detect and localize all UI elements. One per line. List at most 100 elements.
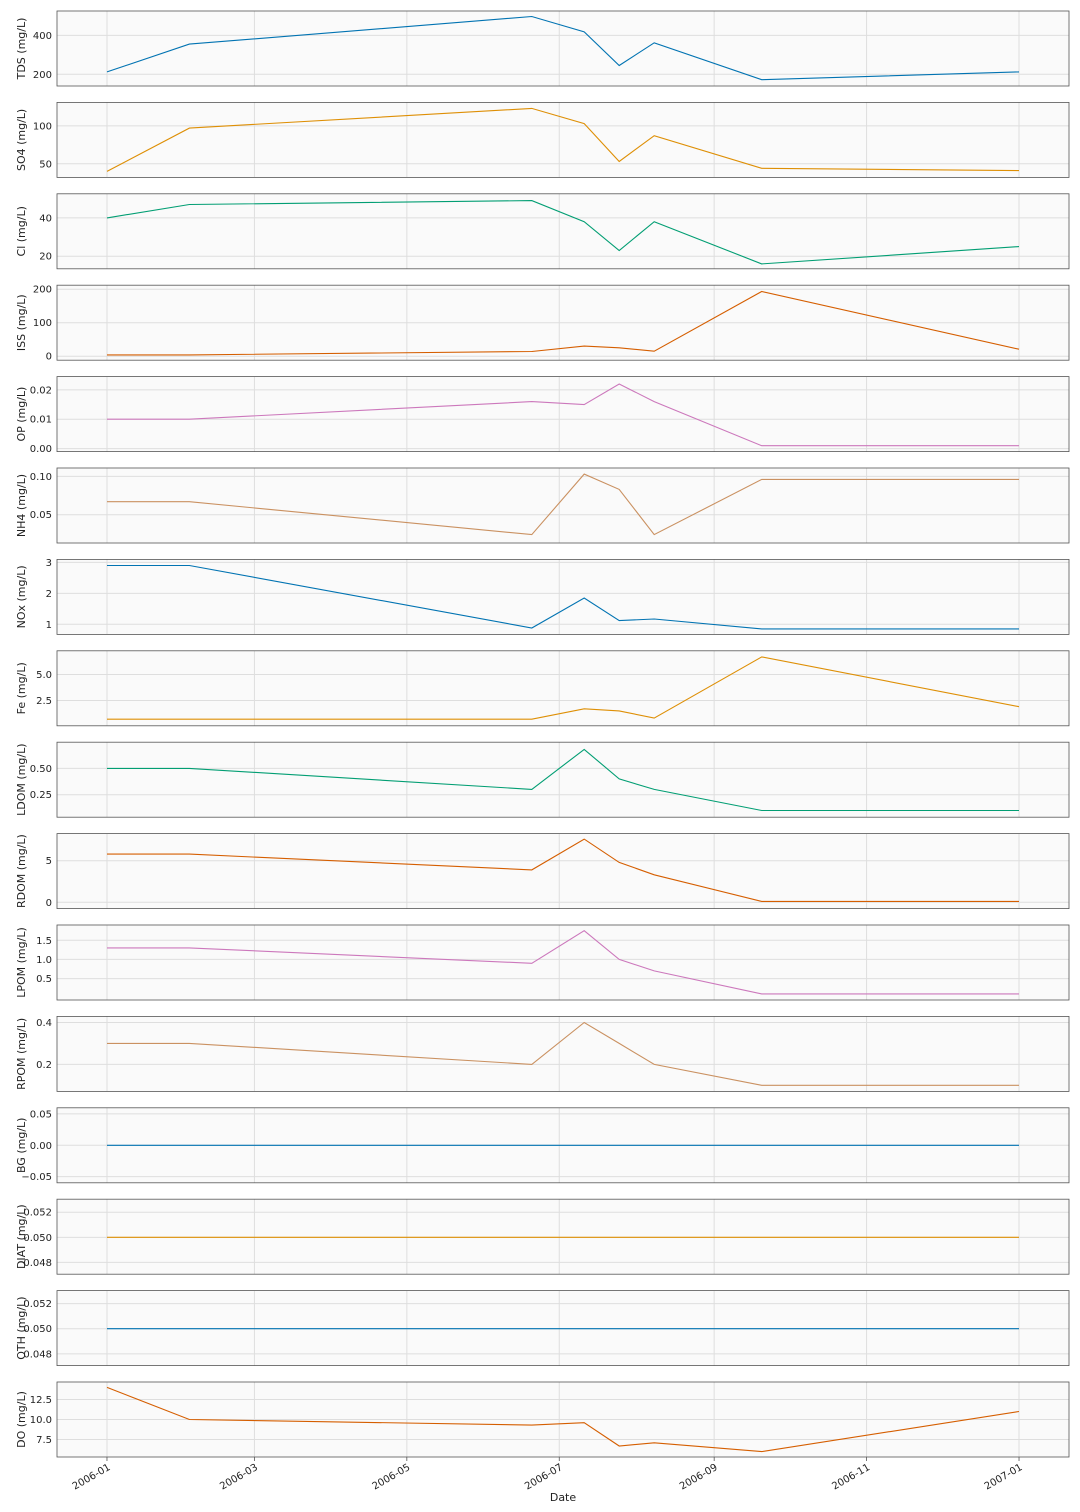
y-tick-label: 1.5 xyxy=(36,936,52,947)
y-tick-label: 7.5 xyxy=(36,1435,52,1446)
shared-x-axis: 2006-01 2006-03 2006-05 2006-07 2006-09 2006-… xyxy=(71,1457,1025,1504)
y-tick-label: 5 xyxy=(46,856,52,867)
panel-rdom: 0 5 RDOM (mg/L) xyxy=(15,833,1070,909)
y-tick-label: 0 xyxy=(46,898,52,909)
y-axis-label: BG (mg/L) xyxy=(15,1118,28,1174)
y-tick-label: −0.05 xyxy=(21,1172,52,1183)
y-axis-label: DO (mg/L) xyxy=(15,1391,28,1448)
panel-frame xyxy=(56,284,1070,361)
y-tick-label: 0.25 xyxy=(30,790,52,801)
y-tick-label: 0.00 xyxy=(30,444,52,455)
panel-frame xyxy=(56,10,1070,87)
plot-area xyxy=(57,925,1069,1000)
series-line-cl xyxy=(106,200,1020,265)
plot-area xyxy=(57,193,1069,269)
y-tick-label: 0.10 xyxy=(30,472,52,483)
y-tick-label: 2.5 xyxy=(36,696,52,707)
y-tick-label: 2 xyxy=(46,589,52,600)
panel-fe: 2.5 5.0 Fe (mg/L) xyxy=(15,650,1070,727)
y-axis-label: Fe (mg/L) xyxy=(15,662,28,714)
plot-area xyxy=(57,1290,1069,1366)
plot-area xyxy=(57,742,1069,818)
panel-frame xyxy=(56,1290,1070,1366)
y-axis-label: OP (mg/L) xyxy=(15,387,28,442)
y-tick-label: 40 xyxy=(39,213,52,224)
series-line-do xyxy=(106,1386,1020,1453)
y-tick-label: 0.050 xyxy=(23,1233,52,1244)
panel-rpom: 0.2 0.4 RPOM (mg/L) xyxy=(15,1016,1070,1092)
y-axis-label: NH4 (mg/L) xyxy=(15,474,28,537)
panel-frame xyxy=(56,193,1070,270)
panel-frame xyxy=(56,1198,1070,1275)
y-tick-label: 0.05 xyxy=(30,510,52,521)
x-tick-label: 2006-05 xyxy=(371,1462,413,1492)
y-tick-label: 100 xyxy=(33,121,52,132)
y-tick-label: 50 xyxy=(39,159,52,170)
series-line-tds xyxy=(106,15,1020,81)
y-tick-label: 0.01 xyxy=(30,415,52,426)
plot-area xyxy=(57,833,1069,909)
series-line-nox xyxy=(107,564,1019,630)
x-tick-label: 2006-07 xyxy=(523,1462,565,1492)
y-tick-label: 0.048 xyxy=(23,1349,52,1360)
panel-cl: 20 40 Cl (mg/L) xyxy=(15,193,1070,270)
x-tick-label: 2006-01 xyxy=(71,1462,113,1492)
y-tick-label: 0.05 xyxy=(30,1109,52,1120)
panel-tds: 200 400 TDS (mg/L) xyxy=(15,10,1070,87)
x-tick-label: 2006-03 xyxy=(218,1462,260,1492)
y-axis-label: DIAT (mg/L) xyxy=(15,1204,28,1269)
y-tick-label: 1.0 xyxy=(36,955,52,966)
y-axis-label: TDS (mg/L) xyxy=(15,18,28,81)
panel-do: 7.5 10.0 12.5DO (mg/L) xyxy=(15,1381,1070,1458)
plot-area xyxy=(57,1016,1069,1092)
series-line-op xyxy=(107,383,1019,447)
y-tick-label: 0 xyxy=(46,352,52,363)
y-tick-label: 10.0 xyxy=(30,1415,52,1426)
y-axis-label: NOx (mg/L) xyxy=(15,565,28,628)
y-tick-label: 0.5 xyxy=(36,974,52,985)
y-tick-label: 0.50 xyxy=(30,764,52,775)
series-line-ldom xyxy=(107,748,1019,812)
plot-area xyxy=(57,376,1069,452)
y-tick-label: 1 xyxy=(46,620,52,631)
y-tick-label: 200 xyxy=(33,285,52,296)
y-tick-label: 400 xyxy=(33,31,52,42)
y-tick-label: 0.4 xyxy=(36,1018,52,1029)
panel-frame xyxy=(56,376,1070,453)
y-tick-label: 5.0 xyxy=(36,670,52,681)
y-tick-label: 0.052 xyxy=(23,1299,52,1310)
panel-frame xyxy=(56,833,1070,909)
y-tick-label: 0.02 xyxy=(30,385,52,396)
y-tick-label: 0.2 xyxy=(36,1060,52,1071)
panel-so4: 50 100 SO4 (mg/L) xyxy=(15,102,1070,178)
series-line-fe xyxy=(107,656,1020,720)
y-tick-label: 12.5 xyxy=(30,1395,52,1406)
series-line-rpom xyxy=(107,1021,1019,1086)
panel-frame xyxy=(56,1016,1070,1092)
y-tick-label: 20 xyxy=(39,252,52,263)
y-tick-label: 100 xyxy=(33,318,52,329)
panel-frame xyxy=(56,559,1070,635)
series-line-rdom xyxy=(107,838,1019,902)
y-axis-label: Cl (mg/L) xyxy=(15,206,28,256)
y-axis-label: SO4 (mg/L) xyxy=(15,109,28,171)
y-axis-label: LPOM (mg/L) xyxy=(15,927,28,998)
series-line-nh4 xyxy=(107,473,1019,536)
panel-iss: 0 100 200 ISS (mg/L) xyxy=(15,284,1070,363)
y-tick-label: 3 xyxy=(46,558,52,569)
plot-area xyxy=(57,650,1069,726)
y-tick-label: 0.050 xyxy=(23,1324,52,1335)
y-tick-label: 0.048 xyxy=(23,1258,52,1269)
series-line-so4 xyxy=(106,107,1020,172)
x-tick-label: 2006-09 xyxy=(678,1462,720,1492)
panel-frame xyxy=(56,924,1070,1001)
panel-frame xyxy=(56,102,1070,178)
series-line-iss xyxy=(107,290,1020,356)
plot-area xyxy=(57,1199,1069,1275)
